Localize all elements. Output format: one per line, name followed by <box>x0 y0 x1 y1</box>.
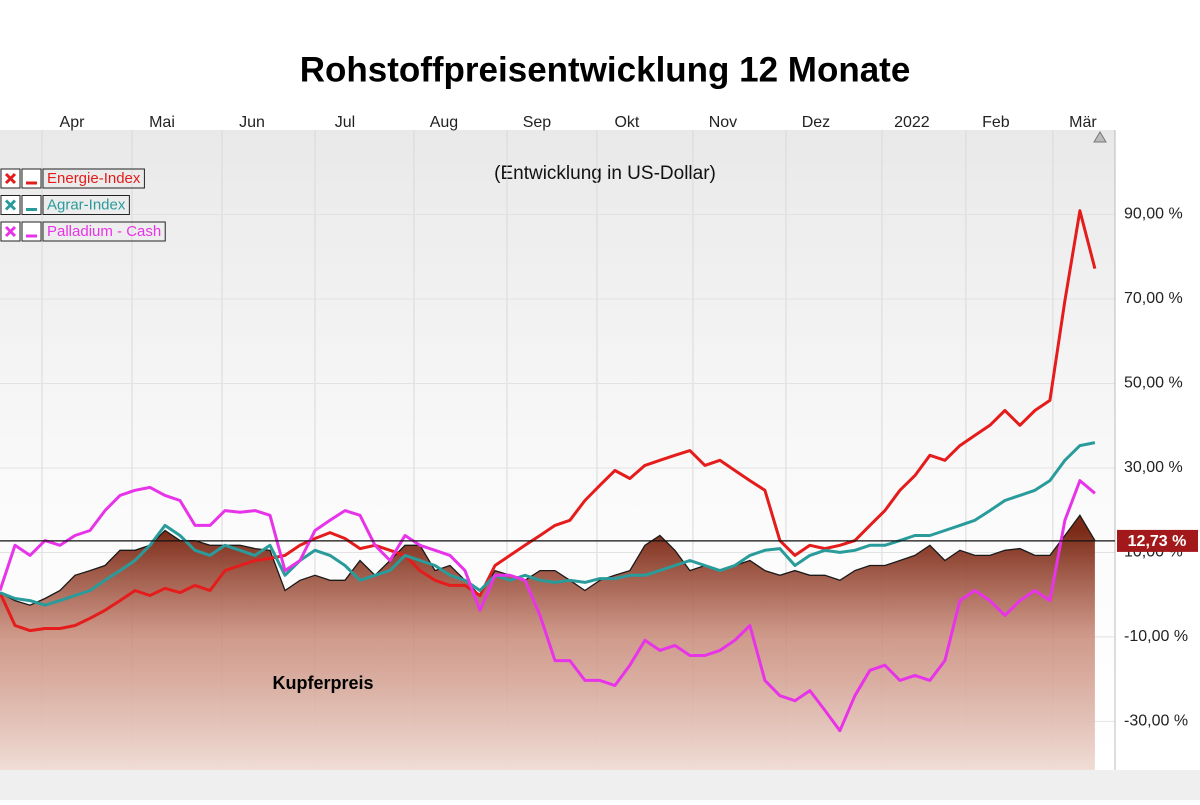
legend-label: Palladium - Cash <box>47 223 161 240</box>
chart-subtitle: (Entwicklung in US-Dollar) <box>494 163 716 184</box>
legend-icon-box <box>21 221 42 242</box>
labels: Apr Mai Jun Jul Aug Sep Okt Nov Dez 2022 Feb Mär 90,… <box>0 114 1198 730</box>
legend-icon-box <box>21 168 42 189</box>
x-tick-label: Mai <box>149 114 175 131</box>
line <box>0 479 1096 733</box>
reference-label: 12,73 % <box>1128 533 1187 550</box>
x-tick-label: Okt <box>614 114 639 131</box>
x-tick-label: Nov <box>709 114 737 131</box>
legend-item: Agrar-Index <box>0 195 130 215</box>
x-tick-label: Aug <box>430 114 458 131</box>
y-tick-label: 70,00 % <box>1124 290 1183 307</box>
chart-title: Rohstoffpreisentwicklung 12 Monate <box>300 50 911 89</box>
area-label: Kupferpreis <box>272 673 373 693</box>
x-tick-label: Mär <box>1069 114 1097 131</box>
legend-label: Energie-Index <box>47 170 141 187</box>
x-tick-label: Sep <box>523 114 552 131</box>
legend-icon-cross <box>4 172 17 185</box>
line <box>0 441 1096 607</box>
legend-icon-cross <box>4 199 17 211</box>
x-tick-label: Apr <box>60 114 86 131</box>
footer-band <box>0 770 1200 800</box>
scroll-handle <box>1093 131 1107 143</box>
legend-icon-cross <box>4 225 17 238</box>
y-tick-label: -10,00 % <box>1124 628 1188 645</box>
y-tick-label: -30,00 % <box>1124 713 1188 730</box>
legend-label-box <box>42 168 145 189</box>
x-tick-label: Feb <box>982 114 1010 131</box>
legend-label-box <box>42 221 166 242</box>
x-tick-label: Jul <box>335 114 355 131</box>
x-tick-label: Dez <box>802 114 830 131</box>
y-tick-label: 50,00 % <box>1124 375 1183 392</box>
line <box>0 209 1097 633</box>
legend-label-box <box>42 195 130 215</box>
reference-label-box <box>1117 529 1198 552</box>
y-tick-label: 30,00 % <box>1124 459 1183 476</box>
legend-item: Palladium - Cash <box>0 221 166 242</box>
x-tick-label: Jun <box>239 114 265 131</box>
x-tick-label: 2022 <box>894 114 930 131</box>
legend-icon-box <box>21 195 42 215</box>
legend-label: Agrar-Index <box>47 196 126 213</box>
y-tick-label: 90,00 % <box>1124 206 1183 223</box>
legend-item: Energie-Index <box>0 168 145 189</box>
marks <box>0 209 1115 770</box>
